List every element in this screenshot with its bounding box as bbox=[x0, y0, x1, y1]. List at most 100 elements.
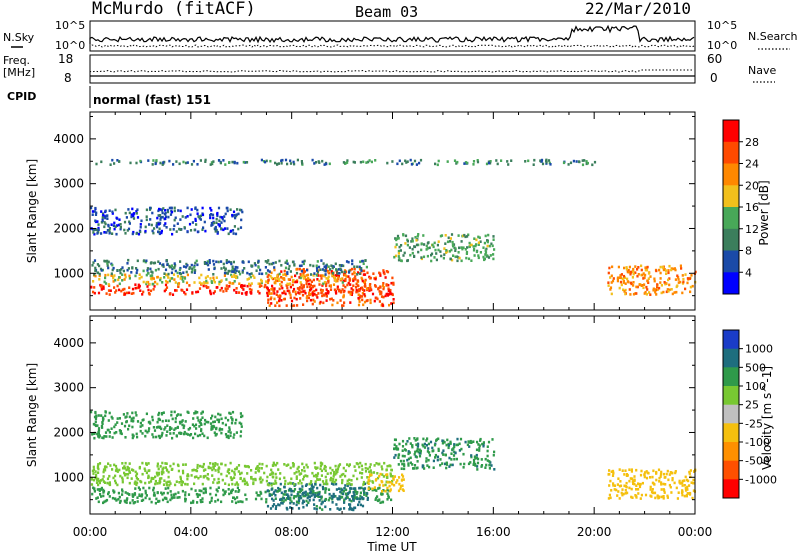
data-cell bbox=[131, 266, 134, 270]
data-cell bbox=[465, 256, 468, 260]
data-cell bbox=[162, 411, 165, 414]
data-cell bbox=[612, 482, 615, 485]
data-cell bbox=[205, 279, 208, 283]
data-cell bbox=[274, 507, 277, 510]
data-cell bbox=[174, 483, 177, 487]
data-cell bbox=[173, 410, 176, 414]
data-cell bbox=[398, 257, 401, 260]
data-cell bbox=[93, 210, 96, 213]
data-cell bbox=[355, 492, 358, 496]
data-cell bbox=[173, 428, 176, 432]
data-cell bbox=[123, 228, 126, 232]
data-cell bbox=[610, 292, 613, 296]
data-cell bbox=[397, 252, 400, 255]
data-cell bbox=[351, 267, 354, 271]
data-cell bbox=[472, 440, 475, 443]
data-cell bbox=[464, 248, 467, 251]
data-cell bbox=[610, 281, 613, 284]
data-cell bbox=[139, 225, 142, 229]
data-cell bbox=[125, 420, 128, 423]
data-cell bbox=[492, 238, 495, 241]
data-cell bbox=[141, 493, 144, 496]
data-cell bbox=[673, 267, 676, 270]
data-cell bbox=[389, 290, 392, 294]
data-cell bbox=[245, 161, 249, 164]
data-cell bbox=[264, 283, 267, 287]
data-cell bbox=[390, 281, 393, 285]
data-cell bbox=[463, 462, 466, 466]
data-cell bbox=[266, 269, 270, 272]
data-cell bbox=[364, 466, 367, 470]
data-cell bbox=[333, 470, 336, 474]
data-cell bbox=[490, 242, 493, 246]
data-cell bbox=[247, 260, 250, 264]
data-cell bbox=[417, 450, 420, 454]
data-cell bbox=[119, 431, 122, 435]
data-cell bbox=[126, 497, 129, 500]
data-cell bbox=[273, 297, 276, 301]
data-cell bbox=[418, 454, 422, 458]
data-cell bbox=[97, 483, 100, 487]
data-cell bbox=[430, 259, 433, 263]
data-cell bbox=[156, 482, 159, 485]
data-cell bbox=[458, 449, 461, 452]
data-cell bbox=[210, 499, 213, 503]
data-cell bbox=[234, 490, 237, 493]
data-cell bbox=[197, 230, 200, 233]
data-cell bbox=[275, 482, 278, 485]
data-cell bbox=[352, 491, 355, 494]
data-cell bbox=[416, 445, 419, 448]
data-cell bbox=[251, 264, 254, 268]
data-cell bbox=[273, 281, 276, 284]
data-cell bbox=[235, 287, 238, 290]
data-cell bbox=[224, 416, 227, 420]
data-cell bbox=[474, 462, 477, 466]
data-cell bbox=[131, 411, 134, 415]
data-cell bbox=[465, 252, 468, 255]
data-cell bbox=[370, 471, 373, 475]
data-cell bbox=[216, 286, 219, 289]
data-cell bbox=[475, 243, 478, 246]
data-cell bbox=[240, 422, 243, 426]
data-cell bbox=[299, 276, 302, 280]
data-cell bbox=[272, 277, 275, 281]
data-cell bbox=[449, 237, 452, 240]
data-cell bbox=[165, 273, 168, 276]
data-cell bbox=[484, 251, 488, 254]
data-cell bbox=[274, 472, 277, 476]
data-cell bbox=[407, 462, 410, 465]
data-cell bbox=[367, 479, 370, 482]
data-cell bbox=[212, 467, 215, 470]
data-cell bbox=[316, 296, 319, 299]
data-cell bbox=[171, 277, 174, 280]
data-cell bbox=[358, 300, 361, 303]
data-cell bbox=[375, 296, 378, 300]
data-cell bbox=[402, 254, 405, 257]
data-cell bbox=[263, 471, 266, 475]
data-cell bbox=[350, 508, 354, 511]
data-cell bbox=[348, 508, 351, 511]
data-cell bbox=[506, 160, 509, 163]
data-cell bbox=[450, 248, 453, 252]
data-cell bbox=[192, 417, 195, 420]
data-cell bbox=[472, 245, 475, 248]
data-cell bbox=[264, 260, 267, 263]
data-cell bbox=[128, 415, 131, 419]
data-cell bbox=[284, 292, 287, 296]
data-cell bbox=[569, 161, 573, 165]
data-cell bbox=[233, 473, 236, 476]
data-cell bbox=[121, 273, 124, 276]
data-cell bbox=[135, 414, 138, 417]
data-cell bbox=[103, 225, 106, 229]
data-cell bbox=[384, 276, 387, 279]
data-cell bbox=[398, 159, 401, 163]
data-cell bbox=[119, 223, 122, 226]
data-cell bbox=[119, 474, 122, 478]
data-cell bbox=[389, 472, 392, 475]
data-cell bbox=[158, 411, 161, 415]
data-cell bbox=[190, 501, 193, 505]
data-cell bbox=[226, 209, 229, 213]
data-cell bbox=[313, 293, 316, 296]
data-cell bbox=[347, 281, 350, 285]
